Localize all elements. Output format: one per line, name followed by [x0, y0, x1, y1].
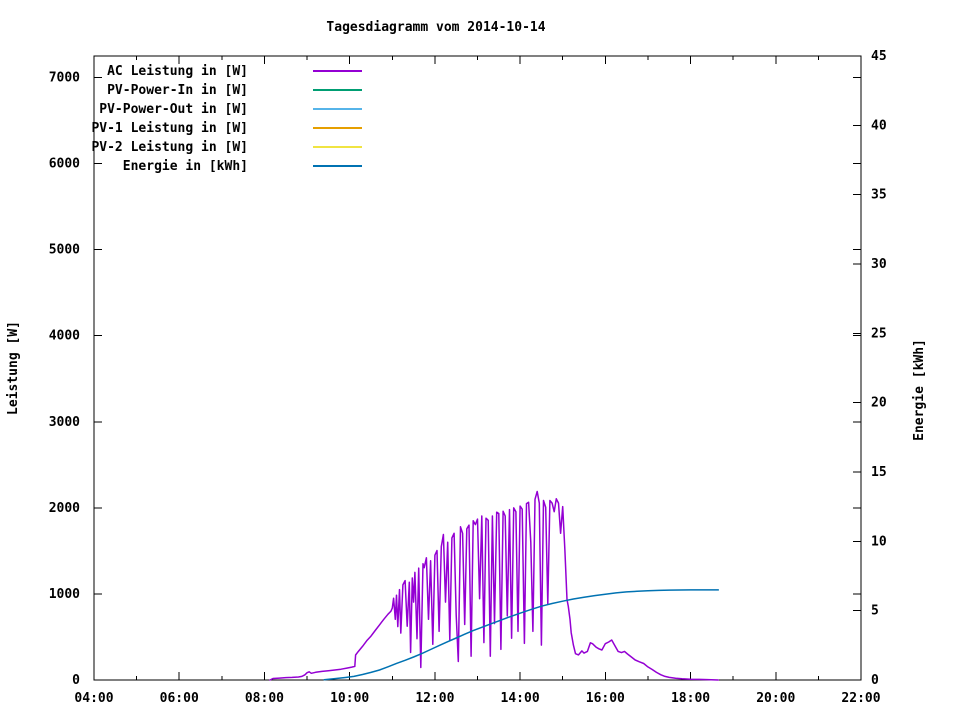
y-tick-label: 4000 — [49, 329, 80, 344]
y2-tick-label: 30 — [871, 257, 887, 272]
legend-label: PV-Power-In in [W] — [107, 83, 248, 98]
y2-tick-label: 40 — [871, 118, 887, 133]
y2-tick-label: 15 — [871, 465, 887, 480]
y2-tick-label: 0 — [871, 673, 879, 688]
y-tick-label: 5000 — [49, 243, 80, 258]
legend-label: AC Leistung in [W] — [107, 64, 248, 79]
y2-tick-label: 45 — [871, 49, 887, 64]
x-tick-label: 10:00 — [330, 691, 369, 706]
x-tick-label: 18:00 — [671, 691, 710, 706]
legend-label: PV-Power-Out in [W] — [99, 102, 248, 117]
y2-tick-label: 25 — [871, 326, 887, 341]
y-tick-label: 6000 — [49, 157, 80, 172]
y-tick-label: 2000 — [49, 501, 80, 516]
x-tick-label: 20:00 — [756, 691, 795, 706]
x-tick-label: 12:00 — [415, 691, 454, 706]
series-ac-leistung-in-w — [269, 490, 720, 681]
y-axis-label: Leistung [W] — [6, 321, 21, 415]
y2-tick-label: 20 — [871, 396, 887, 411]
x-tick-label: 08:00 — [245, 691, 284, 706]
y-tick-label: 0 — [72, 673, 80, 688]
series-energie-in-kwh — [323, 589, 720, 681]
legend-label: PV-2 Leistung in [W] — [91, 140, 248, 155]
legend-label: Energie in [kWh] — [123, 159, 248, 174]
data-series — [269, 490, 720, 681]
x-tick-label: 06:00 — [160, 691, 199, 706]
y2-tick-label: 5 — [871, 604, 879, 619]
legend: AC Leistung in [W] PV-Power-In in [W] PV-P… — [91, 64, 362, 174]
axis-tick-labels: 04:00 06:00 08:00 10:00 12:00 14:00 16:00 18:00… — [49, 49, 887, 706]
x-tick-label: 14:00 — [501, 691, 540, 706]
legend-label: PV-1 Leistung in [W] — [91, 121, 248, 136]
x-tick-label: 04:00 — [74, 691, 113, 706]
y2-tick-label: 35 — [871, 188, 887, 203]
y2-tick-label: 10 — [871, 534, 887, 549]
axis-ticks — [93, 55, 862, 681]
y-tick-label: 1000 — [49, 587, 80, 602]
y2-axis-label: Energie [kWh] — [912, 339, 927, 441]
y-tick-label: 7000 — [49, 71, 80, 86]
y-tick-label: 3000 — [49, 415, 80, 430]
x-tick-label: 22:00 — [841, 691, 880, 706]
x-tick-label: 16:00 — [586, 691, 625, 706]
chart-title: Tagesdiagramm vom 2014-10-14 — [326, 20, 545, 35]
